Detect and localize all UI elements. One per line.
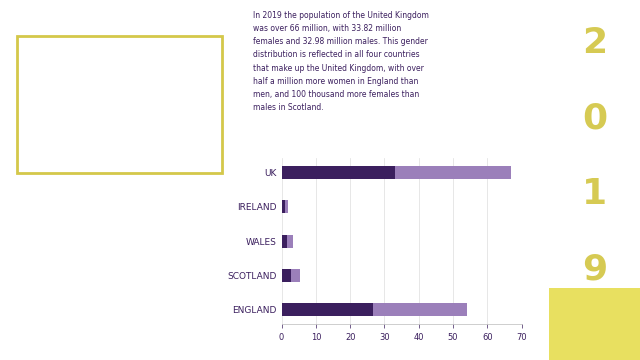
Bar	[372, 303, 467, 316]
Bar	[17, 36, 221, 173]
Text: POPULATION OF THE: POPULATION OF THE	[32, 67, 169, 80]
Bar	[287, 235, 292, 248]
Bar	[285, 200, 289, 213]
Bar	[395, 166, 511, 179]
Text: 9: 9	[582, 253, 607, 287]
Bar	[282, 303, 372, 316]
Bar	[291, 269, 300, 282]
Bar	[549, 288, 640, 360]
Bar	[282, 269, 291, 282]
Text: 0: 0	[582, 102, 607, 136]
Bar	[282, 235, 287, 248]
Bar	[282, 200, 285, 213]
Text: 2: 2	[582, 26, 607, 60]
Text: 1: 1	[582, 177, 607, 211]
Text: In 2019 the population of the United Kingdom
was over 66 million, with 33.82 mil: In 2019 the population of the United Kin…	[253, 11, 429, 112]
Bar	[282, 166, 395, 179]
Text: UNITED KINGDOM (UK): UNITED KINGDOM (UK)	[32, 120, 221, 135]
